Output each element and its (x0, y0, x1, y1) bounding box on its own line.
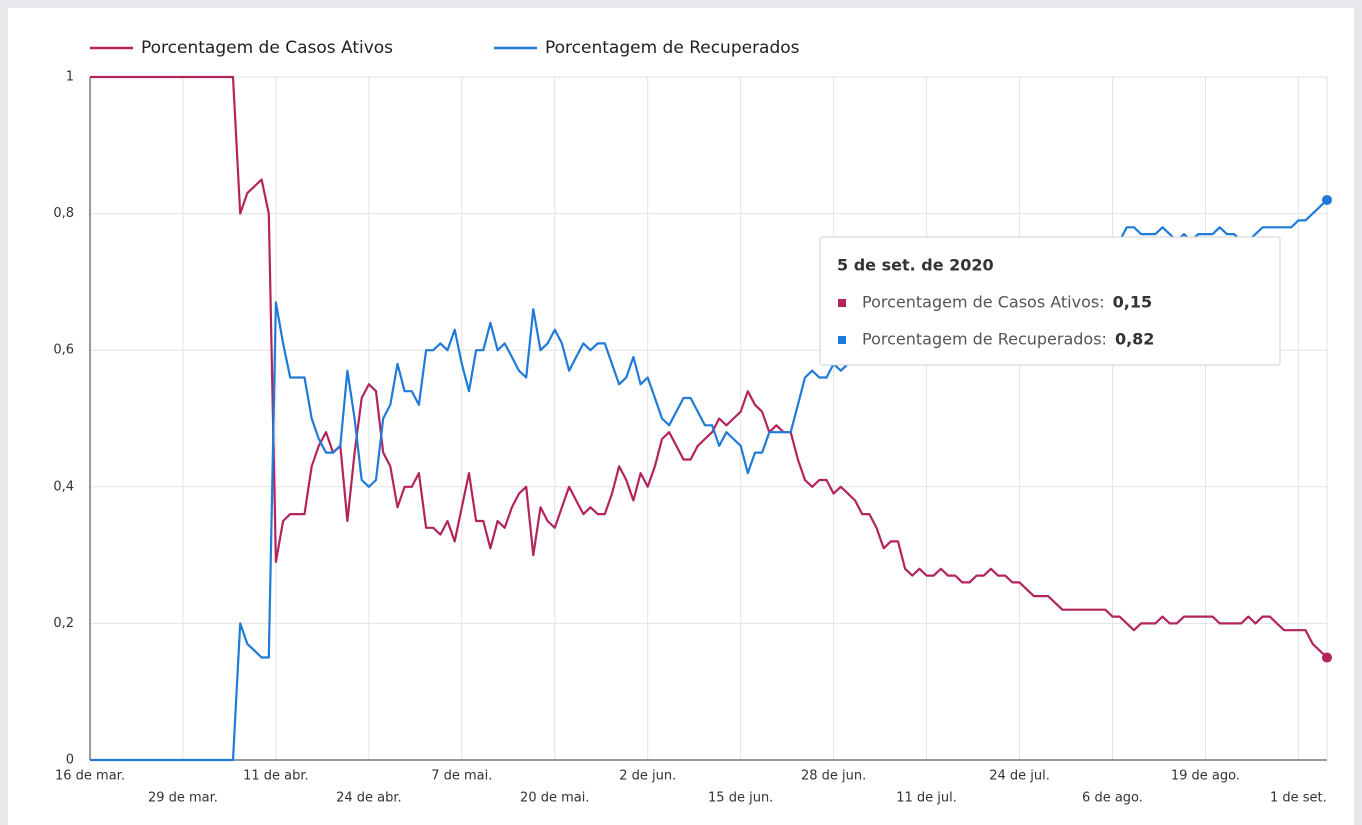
series-line (90, 75, 1328, 659)
x-tick-label: 16 de mar. (55, 769, 125, 784)
x-tick-label: 11 de jul. (896, 791, 957, 806)
x-tick-label: 20 de mai. (520, 791, 589, 806)
chart-background (8, 8, 1354, 825)
x-tick-label: 6 de ago. (1082, 791, 1143, 806)
x-tick-label: 15 de jun. (708, 791, 773, 806)
x-tick-label: 1 de set. (1270, 791, 1327, 806)
x-tick-label: 24 de jul. (989, 769, 1050, 784)
x-tick-label: 7 de mai. (431, 769, 492, 784)
x-tick-label: 28 de jun. (801, 769, 866, 784)
x-tick-label: 11 de abr. (243, 769, 309, 784)
tooltip-value: 0,15 (1113, 293, 1152, 312)
tooltip-swatch (838, 299, 846, 307)
y-tick-label: 0,6 (53, 343, 74, 358)
tooltip-label: Porcentagem de Recuperados: (862, 330, 1107, 349)
x-tick-label: 24 de abr. (336, 791, 402, 806)
y-tick-label: 0 (66, 753, 74, 768)
y-tick-label: 1 (66, 70, 74, 85)
tooltip-swatch (838, 336, 846, 344)
legend-label: Porcentagem de Recuperados (545, 38, 800, 58)
y-tick-label: 0,4 (53, 479, 74, 494)
tooltip-value: 0,82 (1115, 330, 1154, 349)
x-tick-label: 2 de jun. (619, 769, 676, 784)
legend-label: Porcentagem de Casos Ativos (141, 38, 393, 58)
y-tick-label: 0,8 (53, 206, 74, 221)
highlight-point (1322, 194, 1332, 205)
tooltip-box (819, 236, 1281, 366)
highlight-point (1322, 652, 1332, 663)
x-tick-label: 29 de mar. (148, 791, 218, 806)
y-tick-label: 0,2 (53, 616, 74, 631)
x-tick-label: 19 de ago. (1171, 769, 1240, 784)
tooltip-title: 5 de set. de 2020 (837, 256, 994, 275)
tooltip-label: Porcentagem de Casos Ativos: (862, 293, 1105, 312)
